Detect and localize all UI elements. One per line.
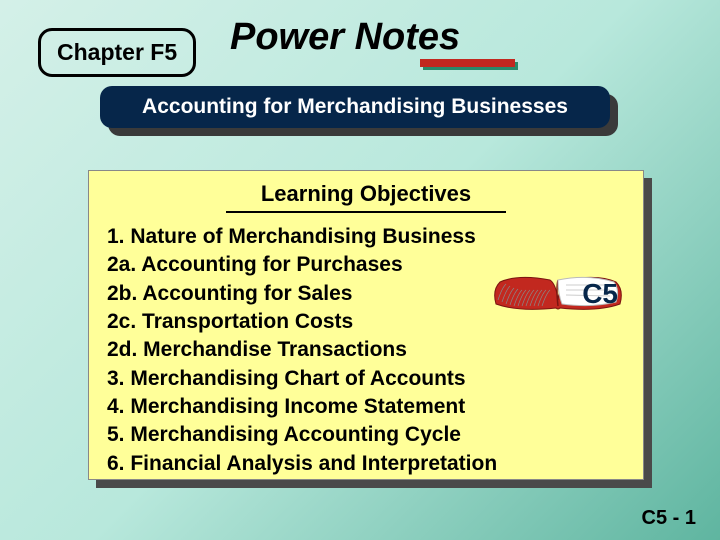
objectives-rule [226,211,506,213]
book-graphic: C5 [488,260,628,338]
power-notes-heading: Power Notes [230,16,460,59]
chapter-label: Chapter F5 [57,39,177,65]
list-item: 5. Merchandising Accounting Cycle [107,421,625,449]
book-label: C5 [582,278,618,310]
title-bar: Accounting for Merchandising Businesses [100,86,610,128]
objectives-heading: Learning Objectives [89,181,643,207]
list-item: 1. Nature of Merchandising Business [107,223,625,251]
slide-footer: C5 - 1 [642,507,696,530]
list-item: 3. Merchandising Chart of Accounts [107,365,625,393]
underline-decoration [420,62,515,70]
list-item: 6. Financial Analysis and Interpretation [107,450,625,478]
chapter-box: Chapter F5 [38,28,196,77]
title-bar-text: Accounting for Merchandising Businesses [142,95,568,119]
list-item: 4. Merchandising Income Statement [107,393,625,421]
list-item: 2d. Merchandise Transactions [107,336,625,364]
